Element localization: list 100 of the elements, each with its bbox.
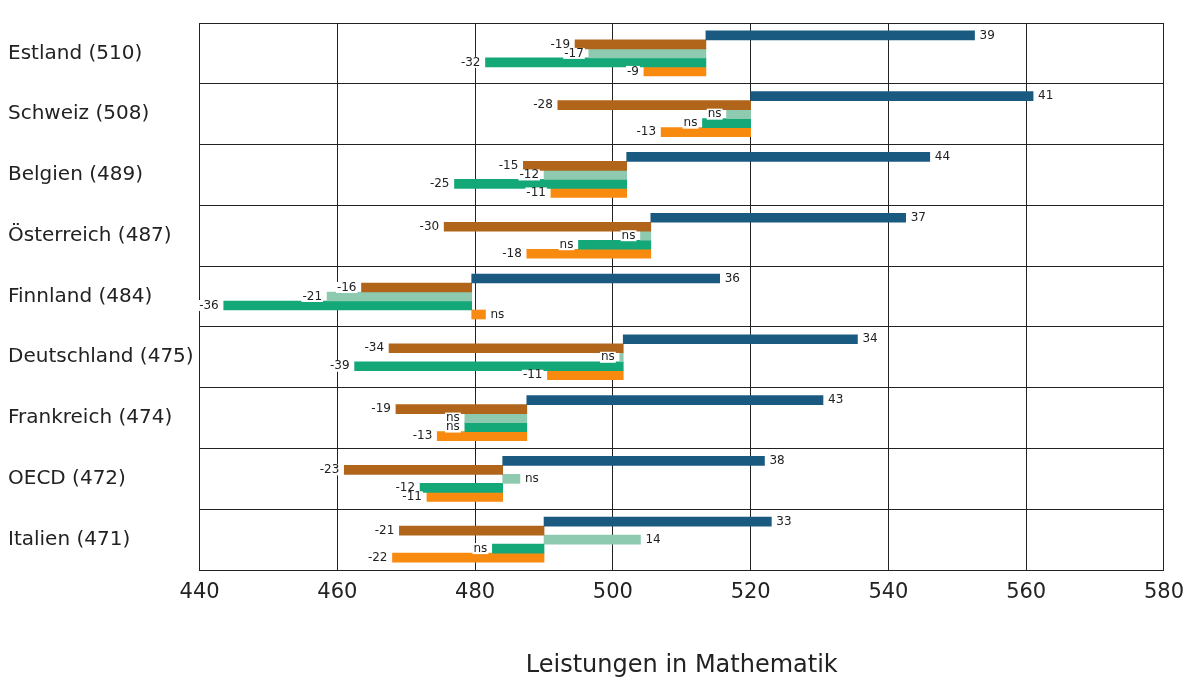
- bar: [543, 516, 772, 527]
- bar: [726, 109, 752, 119]
- bar: [502, 474, 521, 484]
- data-label: ns: [473, 540, 488, 555]
- data-label: -23: [319, 461, 340, 476]
- bar: [419, 483, 504, 493]
- bar: [399, 525, 545, 536]
- data-label: -30: [419, 218, 440, 233]
- y-tick-label: Österreich (487): [8, 221, 172, 246]
- data-label: 33: [776, 513, 792, 528]
- bar: [588, 48, 707, 59]
- data-label: ns: [621, 227, 636, 242]
- data-label: -21: [302, 288, 323, 303]
- bar: [326, 291, 473, 302]
- bar: [660, 127, 752, 137]
- data-label: -15: [498, 158, 519, 173]
- bar: [650, 212, 906, 223]
- data-label: 34: [862, 331, 878, 346]
- data-label: -39: [330, 358, 350, 373]
- x-tick-label: 440: [179, 579, 220, 604]
- data-label: 38: [769, 452, 785, 467]
- data-label: -11: [522, 367, 543, 382]
- data-label: 43: [828, 392, 844, 407]
- y-tick-label: Estland (510): [8, 39, 143, 64]
- bar: [471, 309, 486, 320]
- bar: [464, 413, 528, 423]
- data-label: -21: [374, 522, 395, 537]
- x-tick-label: 580: [1143, 579, 1185, 604]
- data-label: 14: [645, 531, 661, 546]
- x-tick-label: 500: [592, 579, 633, 604]
- y-tick-label: Italien (471): [8, 525, 131, 550]
- bar: [502, 456, 765, 466]
- x-tick-label: 460: [317, 579, 358, 604]
- data-label: -36: [199, 297, 219, 312]
- bar: [392, 552, 545, 563]
- bar: [361, 282, 473, 293]
- data-label: -32: [460, 54, 481, 69]
- bar: [436, 431, 528, 441]
- data-label: -19: [371, 401, 391, 416]
- data-label: 44: [934, 149, 951, 164]
- data-label: -34: [364, 340, 385, 355]
- data-label: ns: [490, 306, 505, 321]
- y-tick-label: OECD (472): [8, 465, 126, 490]
- bar: [395, 404, 528, 414]
- bar: [557, 100, 752, 110]
- bar: [464, 422, 528, 432]
- x-axis-title: Leistungen in Mathematik: [525, 649, 838, 678]
- data-label: -9: [626, 63, 639, 78]
- x-tick-label: 480: [455, 579, 496, 604]
- y-tick-label: Schweiz (508): [8, 100, 150, 125]
- bar: [454, 179, 628, 189]
- bar: [622, 334, 858, 345]
- data-label: ns: [524, 470, 539, 485]
- data-label: -28: [533, 97, 553, 112]
- data-label: -18: [502, 245, 522, 260]
- y-tick-label: Deutschland (475): [8, 343, 194, 368]
- bar: [705, 30, 975, 41]
- bar: [526, 395, 824, 405]
- data-label: ns: [683, 115, 698, 130]
- bar: [388, 343, 624, 354]
- bar: [443, 221, 652, 232]
- bar: [574, 39, 707, 50]
- bar: [547, 370, 624, 381]
- data-label: -11: [526, 185, 546, 200]
- data-label: ns: [559, 236, 574, 251]
- data-label: -25: [429, 176, 450, 191]
- x-tick-label: 540: [868, 579, 909, 604]
- bar: [750, 91, 1034, 101]
- data-label: -12: [519, 167, 540, 182]
- bar: [471, 273, 721, 284]
- y-tick-label: Finnland (484): [8, 282, 153, 307]
- bar: [492, 543, 545, 554]
- bar: [543, 170, 628, 180]
- bar: [643, 66, 707, 77]
- data-label: ns: [707, 106, 722, 121]
- data-label: -13: [412, 428, 433, 443]
- bar: [485, 57, 707, 68]
- bar: [223, 300, 473, 311]
- bar: [426, 492, 504, 502]
- data-label: 39: [979, 27, 995, 42]
- data-label: ns: [600, 349, 615, 364]
- bar: [619, 352, 624, 363]
- data-label: -22: [367, 549, 388, 564]
- y-tick-label: Belgien (489): [8, 161, 143, 186]
- bar: [526, 248, 652, 259]
- data-label: -13: [636, 124, 657, 139]
- bar: [550, 188, 628, 198]
- bar: [578, 239, 652, 250]
- bar: [543, 534, 641, 545]
- bar: [702, 118, 752, 128]
- data-label: 36: [724, 270, 740, 285]
- x-tick-label: 520: [730, 579, 771, 604]
- data-label: 37: [910, 209, 926, 224]
- x-tick-label: 560: [1006, 579, 1047, 604]
- bar: [523, 161, 628, 171]
- bar: [626, 152, 931, 162]
- y-tick-label: Frankreich (474): [8, 404, 173, 429]
- data-label: 41: [1038, 88, 1054, 103]
- data-label: -16: [336, 279, 357, 294]
- bar: [343, 465, 504, 475]
